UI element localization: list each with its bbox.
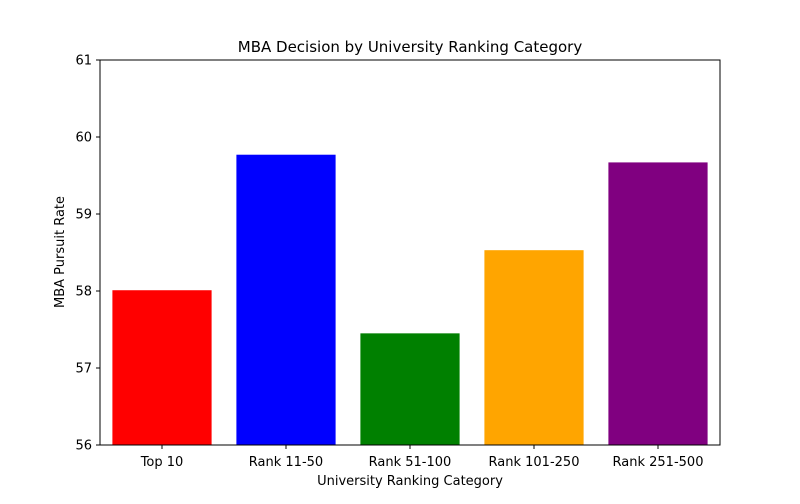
x-tick-label: Rank 101-250 bbox=[489, 455, 580, 470]
chart-title: MBA Decision by University Ranking Categ… bbox=[238, 38, 583, 56]
y-tick-label: 59 bbox=[75, 208, 92, 223]
x-tick-label: Rank 251-500 bbox=[613, 455, 704, 470]
axes-frame bbox=[99, 59, 721, 446]
y-tick-label: 60 bbox=[75, 131, 92, 146]
y-tick-label: 57 bbox=[75, 362, 92, 377]
y-tick-label: 56 bbox=[75, 439, 92, 454]
bar-rank-101-250 bbox=[484, 250, 584, 445]
plot-area: Top 10 Rank 11-50 Rank 51-100 Rank 101-250 R… bbox=[75, 54, 721, 470]
y-axis-label: MBA Pursuit Rate bbox=[53, 196, 68, 308]
x-tick-label: Top 10 bbox=[140, 455, 184, 470]
y-tick-label: 58 bbox=[75, 285, 92, 300]
bar-top-10 bbox=[112, 290, 212, 445]
x-tick-label: Rank 11-50 bbox=[249, 455, 323, 470]
bar-rank-251-500 bbox=[608, 162, 708, 445]
y-tick-label: 61 bbox=[75, 54, 92, 69]
bar-rank-51-100 bbox=[360, 333, 460, 445]
bar-rank-11-50 bbox=[236, 154, 336, 445]
x-axis-label: University Ranking Category bbox=[317, 474, 503, 489]
x-tick-label: Rank 51-100 bbox=[369, 455, 452, 470]
